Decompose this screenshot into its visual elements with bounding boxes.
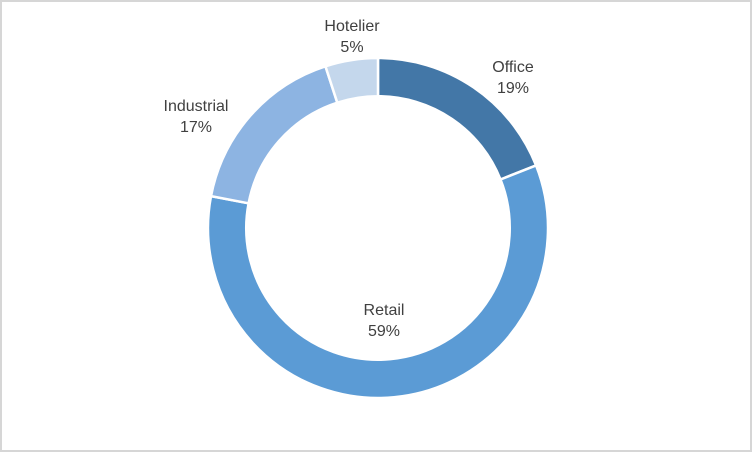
donut-slice-industrial[interactable] <box>209 65 339 205</box>
label-industrial-pct: 17% <box>179 119 213 136</box>
label-office: Office 19% <box>492 57 534 99</box>
label-retail: Retail 59% <box>364 300 405 342</box>
label-retail-pct: 59% <box>367 323 401 340</box>
donut-slice-retail[interactable] <box>206 164 550 400</box>
label-office-pct: 19% <box>496 80 530 97</box>
label-industrial-name: Industrial <box>163 98 229 115</box>
donut-slice-hotelier[interactable] <box>324 56 380 104</box>
label-hotelier: Hotelier 5% <box>324 16 379 58</box>
label-industrial: Industrial 17% <box>164 96 229 138</box>
label-hotelier-name: Hotelier <box>324 18 380 35</box>
label-hotelier-pct: 5% <box>340 39 364 56</box>
label-office-name: Office <box>492 59 534 76</box>
label-retail-name: Retail <box>363 302 405 319</box>
